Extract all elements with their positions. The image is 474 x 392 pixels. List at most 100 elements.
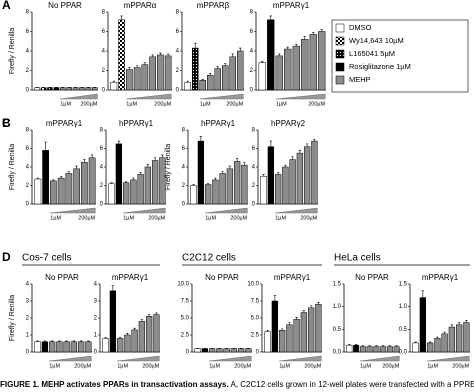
bar xyxy=(212,179,219,205)
y-tick-label: 10.0 xyxy=(247,282,259,288)
bar xyxy=(118,19,125,91)
error-bar xyxy=(118,337,122,339)
error-bar xyxy=(146,163,150,167)
y-tick-label: 10.0 xyxy=(177,282,189,288)
chart-title: No PPAR xyxy=(205,273,239,282)
error-bar xyxy=(186,80,189,83)
y-tick-label: 2.5 xyxy=(181,333,190,339)
dose-wedge xyxy=(205,207,248,214)
bar xyxy=(245,348,252,353)
dose-label-low: 1µM xyxy=(360,363,371,369)
error-bar xyxy=(443,331,446,334)
error-bar xyxy=(124,181,128,183)
bar xyxy=(47,87,53,91)
error-bar xyxy=(111,285,115,291)
bar xyxy=(237,348,245,353)
dose-label-high: 200µM xyxy=(154,101,171,107)
y-tick-label: 2 xyxy=(182,183,186,189)
bar xyxy=(303,146,311,205)
error-bar xyxy=(126,333,129,335)
y-tick-label: 3 xyxy=(26,299,30,305)
bar xyxy=(233,161,241,205)
chart-title: mPPARγ1 xyxy=(422,273,459,282)
y-tick-label: 6 xyxy=(176,29,180,35)
bar xyxy=(34,178,42,205)
legend-swatch xyxy=(335,49,345,59)
error-bar xyxy=(465,319,468,323)
chart-title: mPPARγ1 xyxy=(112,273,149,282)
error-bar xyxy=(90,154,94,158)
y-tick-label: 0.5 xyxy=(399,327,408,333)
bar xyxy=(216,348,223,353)
dose-label-high: 200µM xyxy=(382,363,399,369)
bar xyxy=(56,341,63,353)
bar xyxy=(116,338,124,353)
bar xyxy=(57,177,65,205)
dose-label-high: 200µM xyxy=(80,101,97,107)
bar xyxy=(434,338,441,353)
error-bar xyxy=(128,67,131,70)
bar xyxy=(311,140,318,205)
dose-label-low: 1µM xyxy=(126,101,137,107)
error-bar xyxy=(436,336,439,339)
error-bar xyxy=(457,322,461,325)
bar xyxy=(81,162,88,205)
error-bar xyxy=(280,328,284,331)
bar xyxy=(145,316,153,353)
error-bar xyxy=(43,340,47,342)
error-bar xyxy=(421,290,425,298)
dose-wedge xyxy=(126,93,172,100)
bar xyxy=(126,69,133,91)
y-tick-label: 4 xyxy=(182,165,186,171)
error-bar xyxy=(278,53,281,56)
error-bar xyxy=(159,52,162,55)
panel-label: D xyxy=(2,250,11,264)
bar xyxy=(115,143,123,205)
bar xyxy=(386,346,393,353)
bar xyxy=(267,146,275,205)
y-tick-label: 5.0 xyxy=(251,316,260,322)
error-bar xyxy=(273,295,277,301)
bar xyxy=(91,87,98,91)
y-tick-label: 6 xyxy=(182,146,186,152)
error-bar xyxy=(44,141,47,151)
bar xyxy=(260,176,267,205)
error-bar xyxy=(295,43,298,47)
bar xyxy=(241,164,248,205)
legend-box xyxy=(331,19,469,93)
error-bar xyxy=(155,312,158,315)
y-tick-label: 6 xyxy=(100,146,104,152)
bar xyxy=(318,31,326,91)
bar xyxy=(359,346,366,353)
bar xyxy=(102,338,109,353)
error-bar xyxy=(133,327,136,330)
y-tick-label: 1 xyxy=(94,333,98,339)
bar xyxy=(110,81,118,91)
error-bar xyxy=(381,345,385,347)
error-bar xyxy=(395,345,398,347)
legend-label: Rosiglitazone 1µM xyxy=(349,62,411,71)
group-title: C2C12 cells xyxy=(182,253,236,264)
legend-label: L165041 5µM xyxy=(349,49,395,58)
y-tick-label: 2 xyxy=(26,316,30,322)
chart-title: No PPAR xyxy=(355,273,389,282)
bar xyxy=(85,87,92,91)
y-tick-label: 4 xyxy=(252,165,256,171)
error-bar xyxy=(348,343,351,346)
error-bar xyxy=(104,337,107,339)
y-tick-label: 0 xyxy=(250,88,254,94)
y-tick-label: 6 xyxy=(26,146,30,152)
bar xyxy=(149,56,156,91)
bar xyxy=(207,75,214,91)
group-title: HeLa cells xyxy=(334,253,381,264)
y-tick-label: 1.0 xyxy=(333,304,342,310)
bar xyxy=(463,322,470,353)
dose-label-low: 1µM xyxy=(117,363,128,369)
bar xyxy=(441,333,448,353)
y-tick-label: 2 xyxy=(26,68,30,74)
bar xyxy=(412,342,419,353)
error-bar xyxy=(450,324,454,328)
dose-label-high: 200µM xyxy=(142,363,159,369)
error-bar xyxy=(153,157,157,161)
bar xyxy=(197,140,205,205)
